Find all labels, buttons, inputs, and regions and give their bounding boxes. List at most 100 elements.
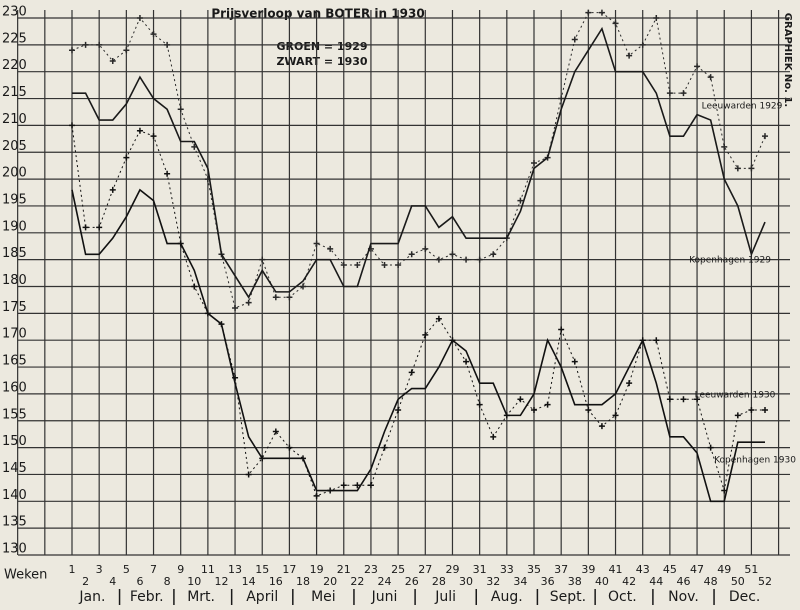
cross-marker	[680, 396, 687, 403]
y-tick-label: 225	[2, 31, 27, 46]
cross-marker	[136, 15, 143, 21]
x-tick-label: 49	[717, 563, 731, 576]
x-tick-label: 24	[378, 575, 392, 588]
series-label: Leeuwarden 1930	[695, 391, 776, 401]
cross-marker	[136, 127, 143, 134]
cross-marker	[490, 251, 497, 258]
x-tick-label: 7	[150, 563, 157, 576]
y-tick-label: 185	[2, 246, 27, 261]
cross-marker	[598, 9, 605, 16]
cross-marker	[463, 358, 470, 365]
y-tick-label: 155	[2, 407, 27, 422]
month-label: Nov.	[668, 589, 699, 605]
cross-marker	[612, 20, 619, 27]
y-tick-label: 135	[2, 515, 27, 530]
series-label: Kopenhagen 1930	[714, 456, 796, 466]
cross-marker	[748, 165, 755, 172]
x-tick-label: 17	[282, 563, 296, 576]
y-tick-label: 130	[2, 542, 27, 557]
cross-marker	[707, 444, 714, 451]
cross-marker	[531, 159, 537, 166]
cross-marker	[164, 41, 171, 48]
cross-marker	[272, 294, 279, 301]
cross-marker	[639, 41, 646, 48]
x-tick-label: 36	[541, 575, 555, 588]
x-tick-label: 35	[527, 563, 541, 576]
y-tick-label: 220	[2, 58, 27, 73]
month-label: Juni	[371, 589, 398, 605]
cross-marker	[245, 471, 252, 478]
x-tick-label: 27	[418, 563, 432, 576]
month-label: Mrt.	[187, 589, 215, 605]
cross-marker	[748, 407, 755, 414]
x-tick-label: 41	[609, 563, 623, 576]
cross-marker	[82, 41, 89, 48]
cross-marker	[395, 407, 402, 414]
x-tick-label: 9	[177, 563, 184, 576]
x-tick-label: 4	[109, 575, 116, 588]
cross-marker	[734, 412, 741, 419]
cross-marker	[272, 428, 279, 435]
x-tick-label: 16	[269, 575, 283, 588]
x-tick-label: 30	[459, 575, 473, 588]
month-label: Febr.	[130, 589, 164, 605]
cross-marker	[612, 412, 619, 419]
month-label: Aug.	[491, 589, 523, 605]
cross-marker	[707, 74, 714, 81]
x-tick-label: 43	[636, 563, 650, 576]
cross-marker	[449, 251, 456, 258]
y-tick-label: 190	[2, 219, 27, 234]
cross-marker	[123, 47, 130, 54]
cross-marker	[435, 315, 442, 322]
legend-note: GROEN = 1929	[276, 40, 367, 53]
cross-marker	[340, 482, 347, 489]
y-tick-label: 140	[2, 488, 27, 503]
x-tick-label: 5	[123, 563, 130, 576]
x-tick-label: 19	[310, 563, 324, 576]
cross-marker	[762, 133, 768, 140]
y-tick-label: 150	[2, 434, 27, 449]
x-tick-label: 39	[581, 563, 595, 576]
x-tick-label: 46	[676, 575, 690, 588]
month-label: Dec.	[729, 589, 761, 605]
cross-marker	[69, 47, 75, 54]
x-tick-label: 50	[731, 575, 745, 588]
month-label: April	[246, 589, 278, 605]
cross-marker	[666, 396, 673, 403]
cross-marker	[680, 90, 687, 97]
x-tick-label: 18	[296, 575, 310, 588]
cross-marker	[191, 283, 198, 290]
series-line	[71, 12, 766, 309]
cross-marker	[585, 407, 592, 414]
cross-marker	[354, 262, 361, 269]
cross-marker	[571, 36, 578, 43]
cross-marker	[150, 133, 157, 140]
x-tick-label: 22	[350, 575, 364, 588]
cross-marker	[422, 245, 429, 252]
y-tick-label: 180	[2, 273, 27, 288]
cross-marker	[408, 369, 415, 376]
cross-marker	[286, 444, 293, 451]
cross-marker	[96, 224, 103, 231]
cross-marker	[571, 358, 578, 365]
cross-marker	[300, 283, 306, 290]
x-tick-label: 51	[744, 563, 758, 576]
cross-marker	[177, 106, 184, 113]
cross-marker	[476, 401, 483, 408]
series-label: Leeuwarden 1929	[702, 102, 783, 112]
x-tick-label: 37	[554, 563, 568, 576]
cross-marker	[286, 294, 293, 301]
x-tick-label: 42	[622, 575, 636, 588]
cross-marker	[313, 240, 320, 247]
cross-marker	[245, 299, 252, 306]
cross-marker	[123, 154, 130, 161]
cross-marker	[721, 143, 728, 150]
series-line	[71, 125, 765, 497]
x-tick-label: 29	[445, 563, 459, 576]
cross-marker	[422, 331, 429, 338]
cross-marker	[653, 15, 660, 21]
y-tick-label: 210	[2, 112, 27, 127]
cross-marker	[694, 396, 701, 403]
cross-marker	[544, 401, 551, 408]
